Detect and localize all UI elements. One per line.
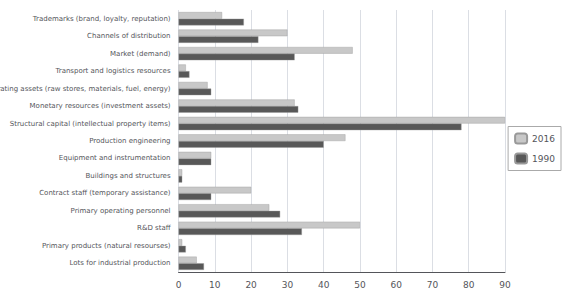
svg-text:R&D staff: R&D staff xyxy=(137,224,171,232)
svg-text:Production engineering: Production engineering xyxy=(89,137,170,145)
svg-text:Primary operating personnel: Primary operating personnel xyxy=(71,207,171,215)
svg-text:Contract staff (temporary assi: Contract staff (temporary assistance) xyxy=(39,189,171,197)
svg-text:30: 30 xyxy=(282,280,294,290)
svg-text:80: 80 xyxy=(463,280,475,290)
svg-text:10: 10 xyxy=(209,280,221,290)
svg-text:Channels of distribution: Channels of distribution xyxy=(87,32,170,40)
svg-text:70: 70 xyxy=(427,280,439,290)
svg-text:Monetary resources (investment: Monetary resources (investment assets) xyxy=(30,102,171,110)
svg-text:Trademarks (brand, loyalty, re: Trademarks (brand, loyalty, reputation) xyxy=(32,15,171,23)
svg-text:90: 90 xyxy=(499,280,511,290)
svg-text:Buildings and structures: Buildings and structures xyxy=(85,172,170,180)
svg-text:60: 60 xyxy=(390,280,402,290)
svg-text:Transport and logistics resour: Transport and logistics resources xyxy=(55,67,171,75)
svg-text:20: 20 xyxy=(245,280,257,290)
svg-text:Market (demand): Market (demand) xyxy=(110,50,171,58)
svg-text:50: 50 xyxy=(354,280,366,290)
svg-text:1990: 1990 xyxy=(532,154,555,164)
svg-text:Equipment and instrumentation: Equipment and instrumentation xyxy=(59,154,171,162)
svg-text:0: 0 xyxy=(176,280,182,290)
svg-text:2016: 2016 xyxy=(532,134,555,144)
svg-text:Structural capital (intellectu: Structural capital (intellectual propert… xyxy=(10,120,171,128)
svg-text:Lots for industrial production: Lots for industrial production xyxy=(70,259,171,267)
svg-text:40: 40 xyxy=(318,280,330,290)
svg-text:Operating assets (raw stores,: Operating assets (raw stores, materials,… xyxy=(0,85,171,93)
svg-text:Primary products (natural reso: Primary products (natural resourses) xyxy=(42,242,171,250)
